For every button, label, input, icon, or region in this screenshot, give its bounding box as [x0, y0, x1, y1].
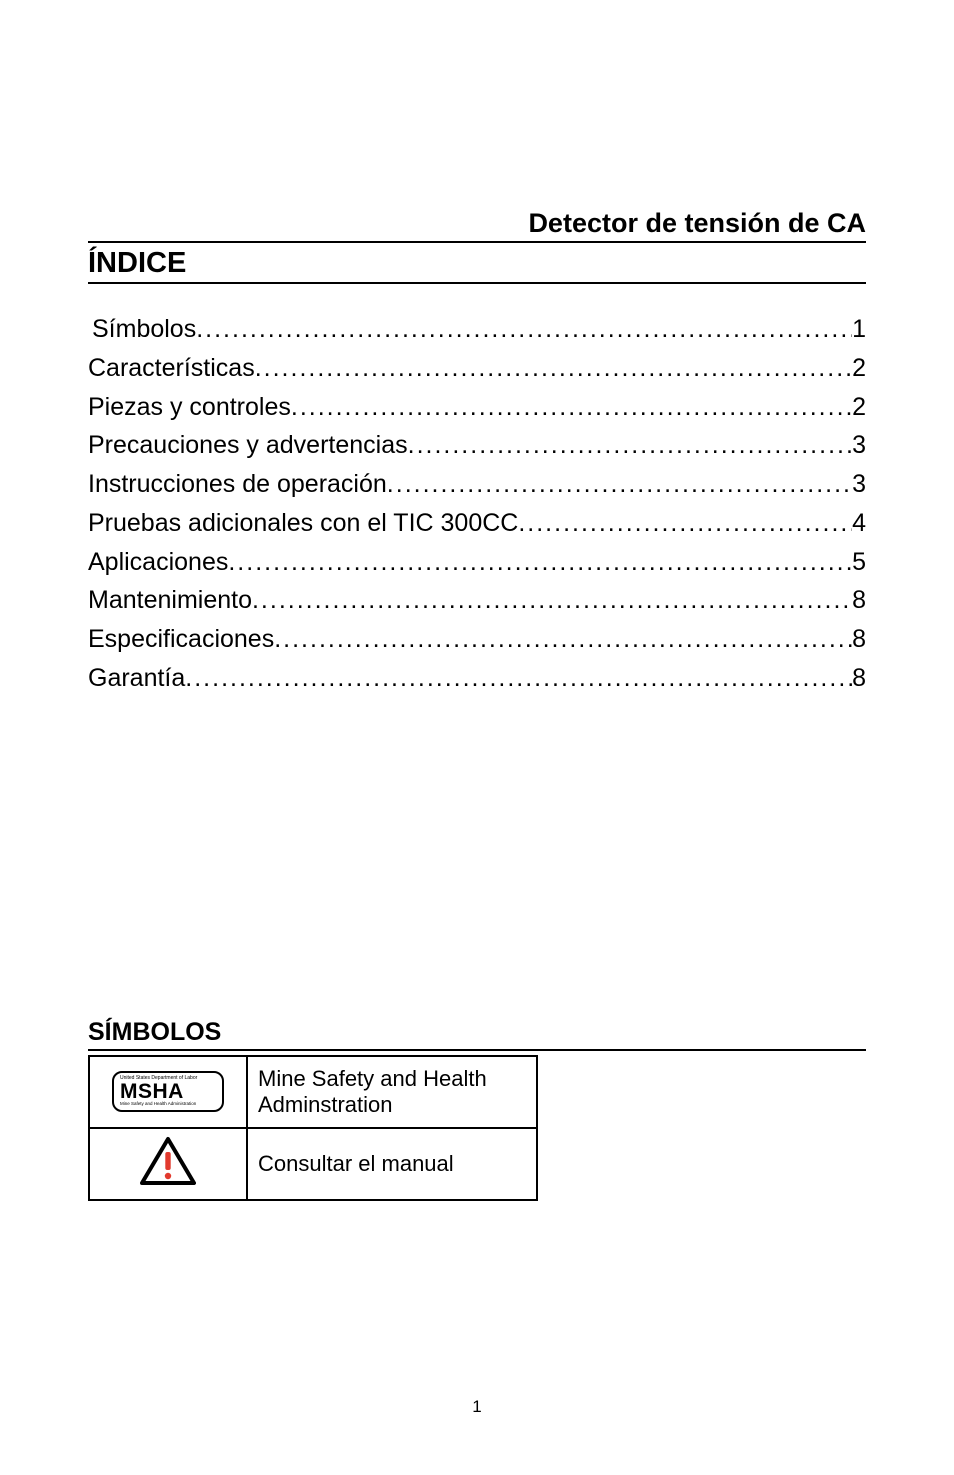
- msha-badge-bottom-text: Mine Safety and Health Administration: [120, 1102, 216, 1107]
- toc-label: Piezas y controles: [88, 388, 291, 427]
- toc-page: 8: [852, 620, 866, 659]
- document-title: Detector de tensión de CA: [88, 208, 866, 243]
- table-row: United States Department of Labor MSHA M…: [89, 1056, 537, 1128]
- toc-label: Instrucciones de operación: [88, 465, 387, 504]
- toc-label: Características: [88, 349, 255, 388]
- toc-label: Símbolos: [92, 310, 196, 349]
- toc-leader-dots: [291, 388, 852, 427]
- toc-label: Mantenimiento: [88, 581, 252, 620]
- toc-page: 2: [852, 388, 866, 427]
- index-heading: ÍNDICE: [88, 247, 866, 284]
- toc-page: 4: [852, 504, 866, 543]
- symbols-table: United States Department of Labor MSHA M…: [88, 1055, 538, 1201]
- page: Detector de tensión de CA ÍNDICE Símbolo…: [0, 0, 954, 1475]
- toc-label: Precauciones y advertencias: [88, 426, 408, 465]
- toc-row: Precauciones y advertencias 3: [88, 426, 866, 465]
- toc-leader-dots: [196, 310, 852, 349]
- symbol-icon-cell: [89, 1128, 247, 1200]
- table-row: Consultar el manual: [89, 1128, 537, 1200]
- toc-leader-dots: [387, 465, 852, 504]
- toc-row: Características 2: [88, 349, 866, 388]
- toc-page: 2: [852, 349, 866, 388]
- msha-badge-main-text: MSHA: [120, 1081, 216, 1102]
- toc-page: 1: [852, 310, 866, 349]
- msha-badge-icon: United States Department of Labor MSHA M…: [112, 1071, 224, 1112]
- toc-label: Especificaciones: [88, 620, 274, 659]
- toc-leader-dots: [252, 581, 852, 620]
- toc-page: 3: [852, 465, 866, 504]
- toc-row: Pruebas adicionales con el TIC 300CC 4: [88, 504, 866, 543]
- toc-page: 8: [852, 581, 866, 620]
- toc-leader-dots: [274, 620, 852, 659]
- toc-label: Aplicaciones: [88, 543, 228, 582]
- toc-leader-dots: [185, 659, 852, 698]
- toc-row: Instrucciones de operación 3: [88, 465, 866, 504]
- warning-triangle-icon: [140, 1136, 196, 1191]
- toc-label: Pruebas adicionales con el TIC 300CC: [88, 504, 518, 543]
- toc-page: 5: [852, 543, 866, 582]
- toc-row: Mantenimiento 8: [88, 581, 866, 620]
- toc-row: Garantía 8: [88, 659, 866, 698]
- toc-leader-dots: [518, 504, 852, 543]
- symbols-heading: SÍMBOLOS: [88, 1018, 866, 1051]
- toc-page: 8: [852, 659, 866, 698]
- toc-row: Piezas y controles 2: [88, 388, 866, 427]
- symbol-description: Mine Safety and Health Adminstration: [247, 1056, 537, 1128]
- toc-row: Símbolos 1: [88, 310, 866, 349]
- toc-leader-dots: [255, 349, 852, 388]
- toc-row: Aplicaciones 5: [88, 543, 866, 582]
- toc-page: 3: [852, 426, 866, 465]
- toc-leader-dots: [408, 426, 852, 465]
- toc-leader-dots: [228, 543, 852, 582]
- table-of-contents: Símbolos 1 Características 2 Piezas y co…: [88, 310, 866, 698]
- page-number: 1: [0, 1397, 954, 1417]
- toc-label: Garantía: [88, 659, 185, 698]
- symbol-description: Consultar el manual: [247, 1128, 537, 1200]
- toc-row: Especificaciones 8: [88, 620, 866, 659]
- symbol-icon-cell: United States Department of Labor MSHA M…: [89, 1056, 247, 1128]
